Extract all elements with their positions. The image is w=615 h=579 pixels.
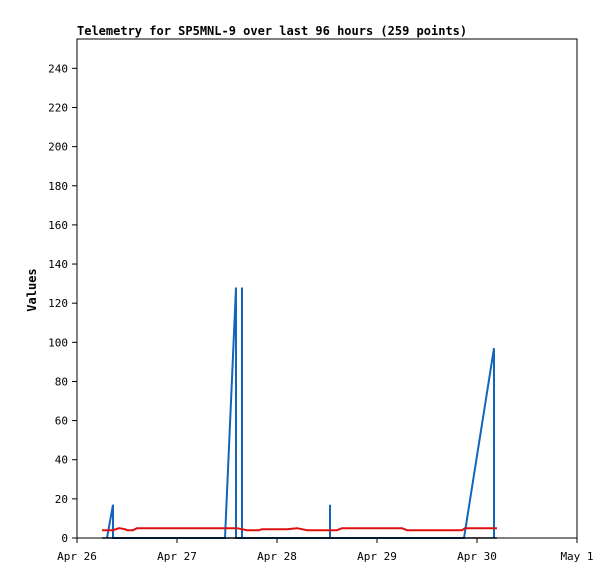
x-tick-label: Apr 27: [157, 550, 197, 563]
y-axis-label: Values: [25, 268, 39, 311]
y-tick-label: 160: [48, 219, 68, 232]
series-group: [102, 287, 497, 539]
chart-title: Telemetry for SP5MNL-9 over last 96 hour…: [77, 24, 467, 38]
x-tick-label: Apr 30: [457, 550, 497, 563]
y-tick-label: 200: [48, 141, 68, 154]
y-tick-label: 180: [48, 180, 68, 193]
y-tick-label: 20: [55, 493, 68, 506]
plot-area: [76, 38, 578, 539]
x-axis: Apr 26 Apr 27 Apr 28 Apr 29 Apr 30 May 1: [57, 538, 594, 563]
y-tick-label: 40: [55, 454, 68, 467]
y-tick-label: 80: [55, 375, 68, 388]
y-tick-label: 60: [55, 415, 68, 428]
y-axis: 0 20 40 60 80 100 120 140 160 180 200 220 240: [48, 62, 77, 545]
y-tick-label: 140: [48, 258, 68, 271]
y-tick-label: 100: [48, 336, 68, 349]
x-tick-label: May 1: [560, 550, 593, 563]
x-tick-label: Apr 26: [57, 550, 97, 563]
y-tick-label: 120: [48, 297, 68, 310]
series-line-2: [102, 527, 497, 532]
y-tick-label: 220: [48, 101, 68, 114]
x-tick-label: Apr 29: [357, 550, 397, 563]
x-tick-label: Apr 28: [257, 550, 297, 563]
y-tick-label: 240: [48, 62, 68, 75]
y-tick-label: 0: [61, 532, 68, 545]
